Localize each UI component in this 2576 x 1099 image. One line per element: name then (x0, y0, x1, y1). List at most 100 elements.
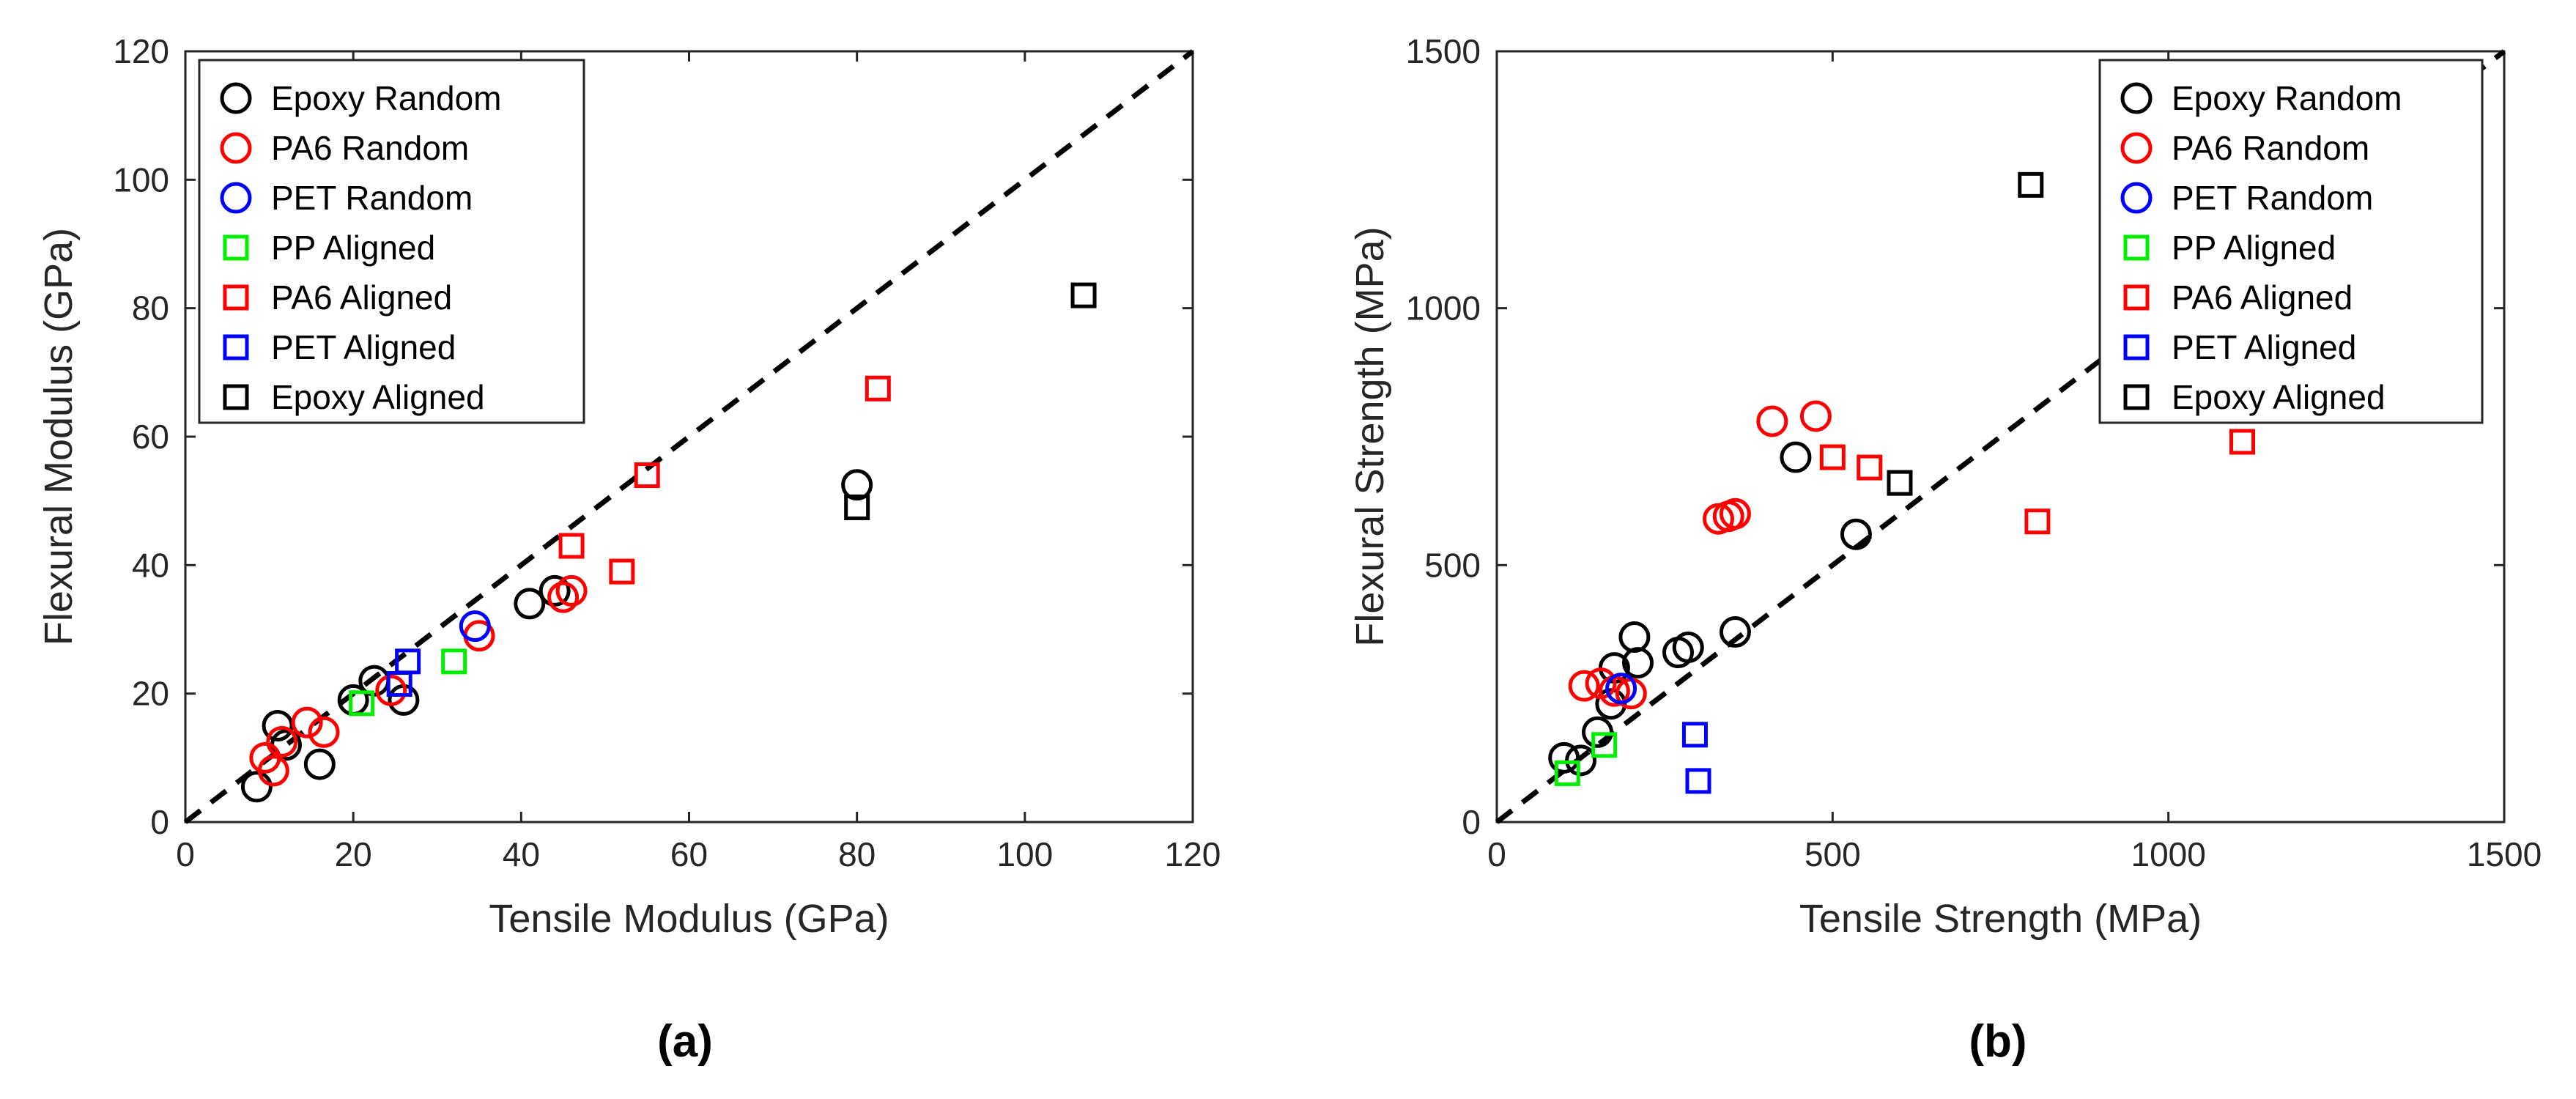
data-point-epoxy-random (1719, 616, 1751, 648)
data-point-pp-aligned (1554, 760, 1580, 786)
data-point-pa6-random (1719, 497, 1751, 530)
y-tick-label: 20 (132, 675, 169, 713)
y-tick-label: 100 (113, 160, 169, 199)
data-point-epoxy-random (1582, 716, 1613, 748)
data-point-epoxy-random (1622, 647, 1654, 679)
x-tick-label: 1000 (2131, 835, 2205, 873)
data-point-epoxy-random (1840, 518, 1872, 550)
legend-label-epoxy-aligned: Epoxy Aligned (2172, 378, 2386, 416)
legend-marker-pet-random (220, 182, 252, 214)
legend-label-pa6-aligned: PA6 Aligned (2172, 278, 2353, 317)
data-point-pa6-aligned (1819, 444, 1846, 470)
x-tick-label: 60 (670, 835, 708, 873)
legend-label-pet-random: PET Random (271, 179, 473, 217)
legend-label-pet-aligned: PET Aligned (271, 328, 456, 366)
data-point-pa6-random (291, 706, 323, 739)
y-tick-label: 120 (113, 32, 169, 70)
legend-marker-pp-aligned (2123, 234, 2150, 261)
x-tick-label: 40 (503, 835, 540, 873)
data-point-pa6-random (555, 574, 588, 607)
data-point-pet-random (1605, 673, 1637, 705)
x-tick-label: 80 (838, 835, 876, 873)
data-point-pa6-aligned (2024, 508, 2051, 535)
data-point-epoxy-random (1672, 632, 1704, 664)
legend-label-pp-aligned: PP Aligned (2172, 229, 2336, 267)
data-point-epoxy-random (1780, 441, 1812, 473)
data-point-pet-random (459, 610, 491, 643)
legend-marker-pp-aligned (223, 234, 249, 261)
legend-label-pa6-random: PA6 Random (2172, 129, 2369, 167)
data-point-epoxy-random (1595, 688, 1627, 720)
data-point-pa6-aligned (634, 462, 660, 489)
data-point-epoxy-random (514, 588, 546, 620)
x-tick-label: 1500 (2467, 835, 2542, 873)
legend-label-epoxy-random: Epoxy Random (271, 79, 502, 117)
data-point-pa6-aligned (2229, 429, 2255, 455)
data-point-pa6-aligned (609, 558, 635, 585)
data-point-pa6-random (1568, 670, 1600, 702)
legend-label-pet-random: PET Random (2172, 179, 2373, 217)
dashed-parity-line (1495, 49, 2506, 824)
legend-marker-epoxy-random (2120, 82, 2153, 114)
x-tick-label: 0 (176, 835, 195, 873)
x-axis-label: Tensile Strength (MPa) (1799, 897, 2202, 941)
x-tick-label: 20 (335, 835, 372, 873)
data-point-pp-aligned (349, 690, 375, 717)
data-point-epoxy-random (1548, 741, 1580, 774)
x-tick-label: 100 (996, 835, 1053, 873)
legend-label-pa6-aligned: PA6 Aligned (271, 278, 452, 317)
data-point-epoxy-aligned (1887, 470, 1913, 496)
data-point-pa6-random (375, 674, 407, 706)
legend-label-pa6-random: PA6 Random (271, 129, 469, 167)
legend-box (198, 59, 585, 424)
y-tick-label: 60 (132, 418, 169, 456)
data-point-epoxy-random (303, 748, 336, 780)
legend-marker-pa6-random (2120, 132, 2153, 164)
data-point-pet-aligned (1685, 768, 1711, 794)
data-point-pet-aligned (1681, 722, 1708, 748)
data-point-epoxy-random (262, 710, 294, 741)
legend-label-epoxy-aligned: Epoxy Aligned (271, 378, 485, 416)
data-point-epoxy-random (1565, 744, 1597, 777)
legend-marker-epoxy-aligned (223, 384, 249, 410)
legend-marker-pet-aligned (223, 334, 249, 360)
data-point-pa6-random (1756, 405, 1788, 437)
legend-label-epoxy-random: Epoxy Random (2172, 79, 2402, 117)
x-axis-label: Tensile Modulus (GPa) (489, 897, 889, 941)
data-point-pet-aligned (395, 648, 421, 675)
chart-a-tensile-vs-flexural-modulus: 0 20 40 60 80 100 120 0 20 40 60 80 100 120 Tensile Mo… (37, 32, 1221, 1067)
panel-label: (a) (657, 1016, 713, 1067)
data-point-pa6-random (257, 755, 289, 787)
legend-marker-epoxy-random (220, 82, 252, 114)
data-point-epoxy-aligned (2018, 171, 2044, 198)
data-point-pa6-aligned (1857, 454, 1883, 481)
x-tick-label: 120 (1165, 835, 1221, 873)
data-point-epoxy-aligned (844, 494, 870, 520)
y-axis-label: Flexural Strength (MPa) (1348, 226, 1392, 646)
data-point-epoxy-aligned (1070, 282, 1097, 308)
legend-label-pp-aligned: PP Aligned (271, 229, 435, 267)
y-tick-label: 0 (1462, 803, 1481, 841)
panel-label: (b) (1969, 1016, 2027, 1067)
data-point-pa6-aligned (558, 533, 585, 559)
legend-marker-pa6-aligned (223, 284, 249, 311)
chart-b-tensile-vs-flexural-strength: 0 500 1000 1500 0 500 1000 1500 Tensile Strength… (1348, 32, 2542, 1067)
legend-label-pet-aligned: PET Aligned (2172, 328, 2356, 366)
data-point-pp-aligned (441, 648, 467, 675)
legend-marker-epoxy-aligned (2123, 384, 2150, 410)
data-point-epoxy-random (240, 771, 273, 803)
y-tick-label: 1500 (1406, 32, 1481, 70)
data-point-pa6-random (1799, 400, 1832, 432)
data-point-pa6-aligned (865, 375, 891, 402)
y-tick-label: 1000 (1406, 289, 1481, 328)
data-point-pp-aligned (1591, 732, 1618, 758)
legend-marker-pa6-random (220, 132, 252, 164)
data-point-epoxy-random (841, 469, 873, 501)
y-tick-label: 80 (132, 289, 169, 328)
legend-box (2098, 59, 2484, 424)
legend-marker-pa6-aligned (2123, 284, 2150, 311)
data-point-pa6-random (308, 716, 340, 748)
y-tick-label: 500 (1424, 546, 1481, 584)
y-axis-label: Flexural Modulus (GPa) (37, 228, 81, 645)
